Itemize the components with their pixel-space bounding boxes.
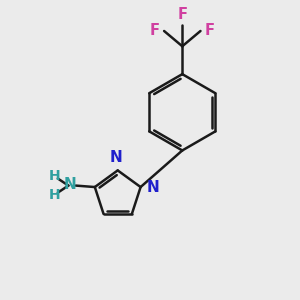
Text: N: N bbox=[147, 179, 160, 194]
Text: H: H bbox=[49, 188, 60, 202]
Text: F: F bbox=[150, 22, 160, 38]
Text: N: N bbox=[110, 150, 123, 165]
Text: F: F bbox=[205, 22, 214, 38]
Text: H: H bbox=[49, 169, 60, 183]
Text: F: F bbox=[177, 7, 187, 22]
Text: N: N bbox=[64, 177, 76, 192]
